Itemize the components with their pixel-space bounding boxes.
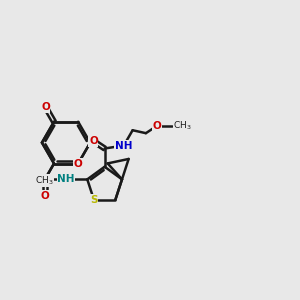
Text: O: O bbox=[74, 158, 82, 169]
Text: O: O bbox=[40, 190, 49, 201]
Text: CH$_3$: CH$_3$ bbox=[173, 120, 192, 132]
Text: NH: NH bbox=[115, 140, 133, 151]
Text: S: S bbox=[90, 195, 98, 205]
Text: NH: NH bbox=[57, 174, 75, 184]
Text: O: O bbox=[41, 102, 50, 112]
Text: CH$_3$: CH$_3$ bbox=[35, 174, 53, 187]
Text: O: O bbox=[89, 136, 98, 146]
Text: O: O bbox=[153, 121, 161, 131]
